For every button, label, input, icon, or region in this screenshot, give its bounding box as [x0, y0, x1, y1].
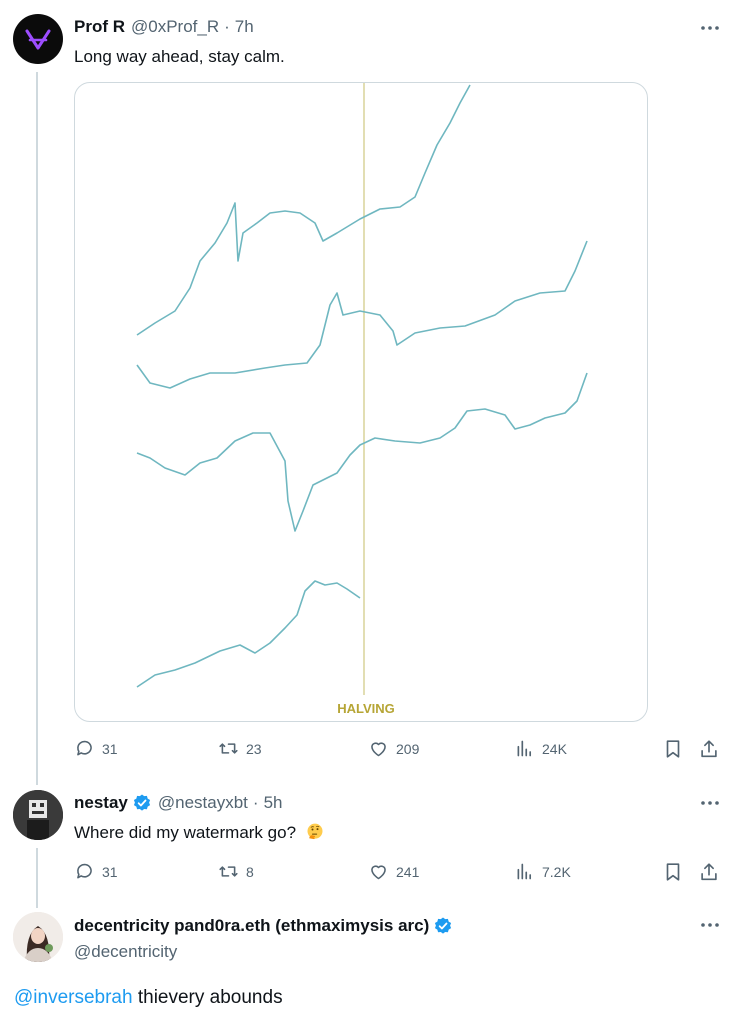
avatar[interactable] — [13, 790, 63, 840]
tweet-media[interactable]: HALVING — [74, 82, 648, 722]
tweet-subheader: @decentricity — [74, 942, 177, 962]
view-count: 7.2K — [542, 863, 571, 880]
heart-icon — [371, 865, 386, 880]
like-count: 241 — [396, 863, 420, 880]
like-count: 209 — [396, 740, 420, 757]
more-options-icon[interactable] — [698, 913, 722, 937]
avatar[interactable] — [13, 14, 63, 64]
chart-image: HALVING — [136, 83, 588, 716]
avatar-image-icon — [13, 790, 63, 840]
reply-button[interactable]: 31 — [74, 738, 118, 759]
mention-link[interactable]: @inversebrah — [14, 987, 133, 1008]
tweet-text: Where did my watermark go? — [74, 823, 297, 842]
tweet-actions: 31 23 209 24K — [74, 738, 720, 762]
views-button[interactable]: 24K — [514, 738, 567, 759]
reply-count: 31 — [102, 740, 118, 757]
tweet-text-row: Where did my watermark go? — [74, 822, 325, 843]
avatar-image-icon — [13, 912, 63, 962]
display-name[interactable]: nestay — [74, 793, 128, 812]
repost-button[interactable]: 23 — [218, 738, 262, 759]
price-curve-3 — [136, 372, 588, 532]
repost-count: 23 — [246, 740, 262, 757]
timestamp[interactable]: 5h — [263, 793, 283, 812]
more-options-icon[interactable] — [698, 791, 722, 815]
tweet-text: Long way ahead, stay calm. — [74, 47, 285, 66]
price-curve-2 — [136, 240, 588, 389]
logo-icon — [25, 29, 51, 50]
tweet-header: nestay @nestayxbt · 5h — [74, 793, 283, 813]
tweet-header: decentricity pand0ra.eth (ethmaximysis a… — [74, 916, 453, 936]
verified-badge-icon — [133, 794, 150, 811]
avatar[interactable] — [13, 912, 63, 962]
tweet-text: thievery abounds — [132, 987, 283, 1008]
more-options-icon[interactable] — [698, 16, 722, 40]
price-curve-1 — [136, 84, 471, 336]
bookmark-icon[interactable] — [662, 738, 684, 760]
reply-icon — [77, 740, 92, 756]
verified-badge-icon — [435, 917, 452, 934]
display-name[interactable]: decentricity pand0ra.eth (ethmaximysis a… — [74, 916, 430, 935]
repost-icon — [219, 743, 238, 754]
reply-count: 31 — [102, 863, 118, 880]
share-icon[interactable] — [698, 861, 720, 883]
separator: · — [252, 793, 259, 812]
heart-icon — [371, 742, 386, 757]
tweet-header: Prof R @0xProf_R · 7h — [74, 17, 254, 37]
views-icon — [517, 863, 532, 880]
repost-icon — [219, 866, 238, 877]
bookmark-icon[interactable] — [662, 861, 684, 883]
thread-line — [36, 848, 38, 908]
thinking-face-icon — [307, 823, 323, 840]
views-button[interactable]: 7.2K — [514, 861, 571, 882]
timestamp[interactable]: 7h — [234, 17, 254, 36]
separator: · — [224, 17, 230, 36]
user-handle[interactable]: @0xProf_R — [131, 17, 220, 36]
repost-button[interactable]: 8 — [218, 861, 254, 882]
views-icon — [517, 740, 532, 757]
tweet-actions: 31 8 241 7.2K — [74, 861, 720, 885]
like-button[interactable]: 209 — [368, 738, 419, 759]
reply-icon — [77, 863, 92, 879]
like-button[interactable]: 241 — [368, 861, 419, 882]
view-count: 24K — [542, 740, 567, 757]
display-name[interactable]: Prof R — [74, 17, 125, 36]
price-curve-4 — [136, 580, 361, 688]
user-handle[interactable]: @nestayxbt — [157, 793, 248, 812]
repost-count: 8 — [246, 863, 254, 880]
thread-line — [36, 72, 38, 785]
reply-button[interactable]: 31 — [74, 861, 118, 882]
share-icon[interactable] — [698, 738, 720, 760]
halving-label: HALVING — [337, 701, 395, 716]
tweet-text-row: @inversebrah thievery abounds — [14, 987, 283, 1009]
user-handle[interactable]: @decentricity — [74, 942, 178, 961]
